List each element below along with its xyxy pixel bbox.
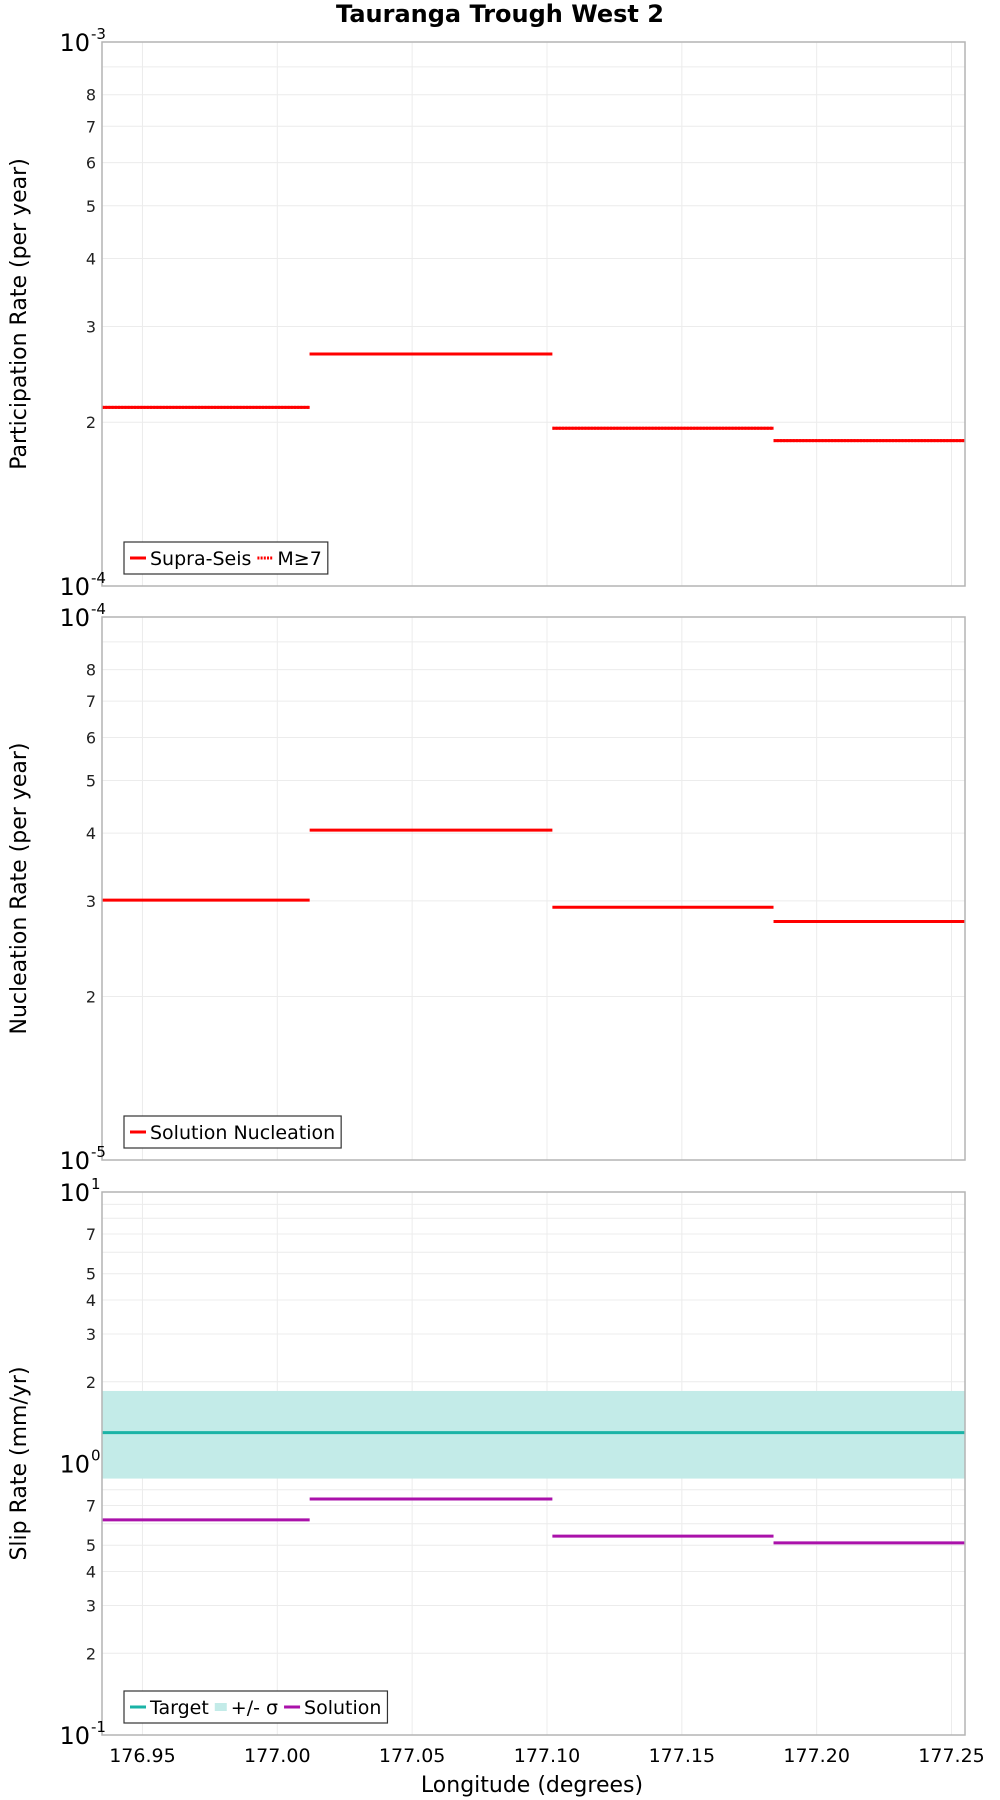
legend-label: Solution Nucleation xyxy=(150,1122,335,1144)
legend-background xyxy=(124,1116,342,1148)
y-axis-label: Nucleation Rate (per year) xyxy=(7,743,32,1035)
x-tick-label: 177.25 xyxy=(918,1745,984,1767)
y-tick-label: 5 xyxy=(86,771,96,790)
y-tick-label: 2 xyxy=(86,413,96,432)
y-tick-label: 2 xyxy=(86,1373,96,1392)
legend-label: +/- σ xyxy=(231,1697,278,1719)
legend-swatch xyxy=(214,1703,227,1711)
y-tick-label: 7 xyxy=(86,1225,96,1244)
series-solution xyxy=(102,1497,965,1545)
y-tick-label: 5 xyxy=(86,1536,96,1555)
y-decade-label: 10 xyxy=(59,1179,90,1207)
legend-background xyxy=(124,1691,388,1723)
legend-label: Target xyxy=(149,1697,209,1719)
series-m-7 xyxy=(102,352,965,443)
legend-frame xyxy=(123,1690,389,1724)
legend-frame xyxy=(123,1115,342,1149)
y-tick-label: 7 xyxy=(86,1497,96,1516)
legend-item: Target xyxy=(130,1697,209,1719)
y-tick-label: 5 xyxy=(86,197,96,216)
y-tick-label: 8 xyxy=(86,661,96,680)
x-tick-label: 177.05 xyxy=(379,1745,445,1767)
series-solution-nucleation xyxy=(102,828,965,923)
y-decade-label: 10 xyxy=(59,604,90,632)
legend: Target +/- σ Solution xyxy=(123,1690,389,1724)
plot-area xyxy=(102,42,965,586)
y-tick-label: 4 xyxy=(86,824,96,843)
y-decade-exponent: -4 xyxy=(91,600,106,618)
y-tick-label: 8 xyxy=(86,86,96,105)
y-tick-label: 2 xyxy=(86,1644,96,1663)
legend: Solution Nucleation xyxy=(123,1115,342,1149)
y-decade-label: 10 xyxy=(59,1451,90,1479)
y-decade-exponent: 1 xyxy=(91,1175,101,1193)
x-axis-ticks: 176.95 177.00 177.05 177.10 177.15 177.20 177.… xyxy=(109,1745,985,1767)
y-tick-label: 4 xyxy=(86,1291,96,1310)
legend-item: +/- σ xyxy=(214,1697,278,1719)
y-decade-exponent: -1 xyxy=(91,1718,106,1736)
y-tick-label: 7 xyxy=(86,692,96,711)
y-decade-exponent: -5 xyxy=(91,1143,106,1161)
y-decade-exponent: 0 xyxy=(91,1447,101,1465)
y-tick-label: 6 xyxy=(86,154,96,173)
y-decade-exponent: -4 xyxy=(91,569,106,587)
x-tick-label: 177.10 xyxy=(514,1745,580,1767)
x-tick-label: 177.20 xyxy=(783,1745,849,1767)
x-axis-label: Longitude (degrees) xyxy=(421,1773,643,1798)
y-tick-label: 5 xyxy=(86,1265,96,1284)
y-axis-label: Participation Rate (per year) xyxy=(7,158,32,470)
legend-label: Solution xyxy=(304,1697,381,1719)
plot-frame xyxy=(101,41,966,587)
y-decade-label: 10 xyxy=(59,1147,90,1175)
y-axis-label: Slip Rate (mm/yr) xyxy=(7,1366,32,1560)
sigma-band xyxy=(102,1390,965,1479)
legend: Supra-Seis M≥7 xyxy=(123,541,329,575)
legend-item: M≥7 xyxy=(257,548,322,570)
plot-frame xyxy=(101,616,966,1161)
chart-title: Tauranga Trough West 2 xyxy=(336,0,664,28)
y-decade-label: 10 xyxy=(59,573,90,601)
legend-item: Solution Nucleation xyxy=(130,1122,335,1144)
y-decade-label: 10 xyxy=(59,29,90,57)
legend-label: M≥7 xyxy=(277,548,321,570)
y-tick-label: 6 xyxy=(86,728,96,747)
legend-frame xyxy=(123,541,329,575)
legend-background xyxy=(124,542,328,574)
y-decade-label: 10 xyxy=(59,1722,90,1750)
x-tick-label: 177.00 xyxy=(244,1745,310,1767)
plot-area xyxy=(102,617,965,1160)
legend-label: Supra-Seis xyxy=(150,548,251,570)
y-tick-label: 3 xyxy=(86,317,96,336)
x-tick-label: 176.95 xyxy=(109,1745,175,1767)
y-tick-label: 7 xyxy=(86,117,96,136)
plot-frame xyxy=(101,1191,966,1736)
y-tick-label: 3 xyxy=(86,892,96,911)
legend-item: Supra-Seis xyxy=(130,548,251,570)
y-tick-label: 3 xyxy=(86,1596,96,1615)
y-tick-label: 3 xyxy=(86,1325,96,1344)
y-tick-label: 4 xyxy=(86,1563,96,1582)
y-decade-exponent: -3 xyxy=(91,25,106,43)
x-tick-label: 177.15 xyxy=(649,1745,715,1767)
y-tick-label: 4 xyxy=(86,249,96,268)
legend-item: Solution xyxy=(284,1697,381,1719)
y-tick-label: 2 xyxy=(86,988,96,1007)
